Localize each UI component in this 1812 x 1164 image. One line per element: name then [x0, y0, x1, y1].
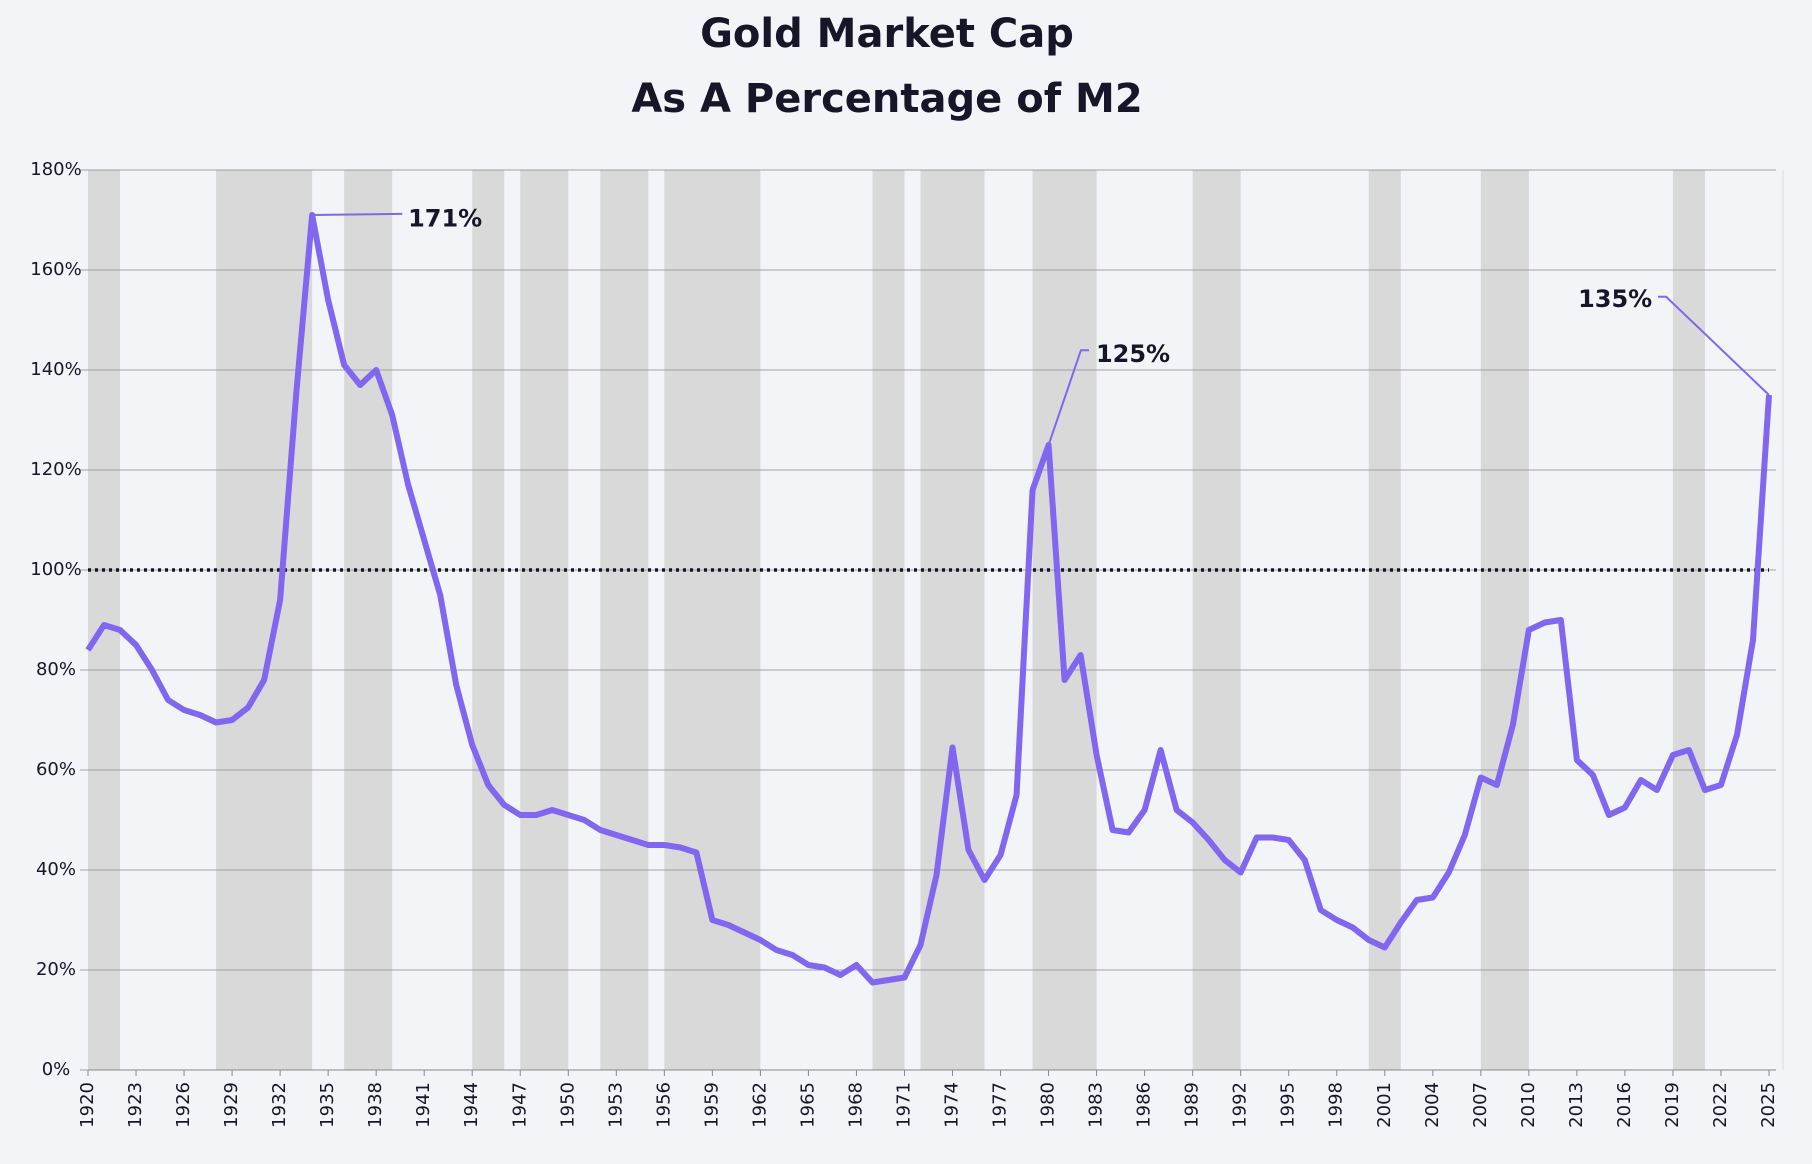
annotation-leader — [1047, 349, 1090, 446]
y-tick-label: 40% — [36, 859, 76, 880]
shaded-period — [1368, 170, 1401, 1070]
x-tick-label: 1959 — [701, 1082, 722, 1128]
shaded-period — [1192, 170, 1241, 1070]
y-tick-label: 180% — [30, 159, 81, 180]
shaded-period — [88, 170, 121, 1070]
shaded-period — [216, 170, 313, 1070]
x-tick-label: 1935 — [317, 1082, 338, 1128]
y-tick-label: 100% — [30, 559, 81, 580]
x-tick-label: 1989 — [1182, 1082, 1203, 1128]
shaded-period — [1032, 170, 1097, 1070]
x-tick-label: 2007 — [1470, 1082, 1491, 1128]
y-tick-label: 140% — [30, 359, 81, 380]
x-tick-label: 1968 — [845, 1082, 866, 1128]
x-tick-label: 2025 — [1758, 1082, 1779, 1128]
annotation-leader — [1658, 295, 1770, 396]
shaded-period — [920, 170, 985, 1070]
x-tick-label: 2016 — [1614, 1082, 1635, 1128]
x-tick-label: 2019 — [1662, 1082, 1683, 1128]
annotation-label: 171% — [408, 205, 482, 233]
x-tick-label: 1920 — [77, 1082, 98, 1128]
shaded-period — [872, 170, 905, 1070]
x-tick-label: 1938 — [365, 1082, 386, 1128]
x-tick-label: 1974 — [942, 1082, 963, 1128]
x-tick-label: 1932 — [269, 1082, 290, 1128]
x-tick-label: 1971 — [893, 1082, 914, 1128]
x-tick-label: 1953 — [605, 1082, 626, 1128]
y-tick-label: 80% — [36, 659, 76, 680]
annotation-label: 135% — [1578, 285, 1652, 313]
x-tick-label: 1950 — [557, 1082, 578, 1128]
x-tick-label: 2013 — [1566, 1082, 1587, 1128]
x-tick-label: 1944 — [461, 1082, 482, 1128]
x-tick-label: 1947 — [509, 1082, 530, 1128]
x-tick-label: 1965 — [797, 1082, 818, 1128]
x-tick-label: 2001 — [1374, 1082, 1395, 1128]
x-tick-label: 1956 — [653, 1082, 674, 1128]
y-tick-label: 160% — [30, 259, 81, 280]
x-tick-label: 2004 — [1422, 1082, 1443, 1128]
y-tick-label: 120% — [30, 459, 81, 480]
x-tick-label: 1929 — [221, 1082, 242, 1128]
x-tick-label: 1995 — [1278, 1082, 1299, 1128]
shaded-period — [472, 170, 505, 1070]
x-tick-label: 1977 — [990, 1082, 1011, 1128]
shaded-period — [600, 170, 649, 1070]
shaded-period — [520, 170, 569, 1070]
y-tick-label: 0% — [42, 1059, 71, 1080]
x-tick-label: 1983 — [1086, 1082, 1107, 1128]
x-tick-label: 1962 — [749, 1082, 770, 1128]
shaded-period — [1480, 170, 1529, 1070]
x-tick-label: 1980 — [1038, 1082, 1059, 1128]
x-tick-label: 2022 — [1710, 1082, 1731, 1128]
x-tick-label: 1923 — [125, 1082, 146, 1128]
chart-title: Gold Market Cap — [700, 11, 1074, 57]
x-tick-label: 1926 — [173, 1082, 194, 1128]
annotation-leader — [312, 212, 403, 216]
data-line — [85, 212, 1772, 986]
x-tick-label: 1992 — [1230, 1082, 1251, 1128]
y-tick-label: 20% — [36, 959, 76, 980]
x-tick-label: 1986 — [1134, 1082, 1155, 1128]
x-tick-label: 2010 — [1518, 1082, 1539, 1128]
annotation-label: 125% — [1096, 340, 1170, 368]
chart-subtitle: As A Percentage of M2 — [631, 76, 1142, 122]
x-tick-label: 1941 — [413, 1082, 434, 1128]
y-tick-label: 60% — [36, 759, 76, 780]
shaded-period — [344, 170, 393, 1070]
shaded-period — [1672, 170, 1705, 1070]
x-tick-label: 1998 — [1326, 1082, 1347, 1128]
